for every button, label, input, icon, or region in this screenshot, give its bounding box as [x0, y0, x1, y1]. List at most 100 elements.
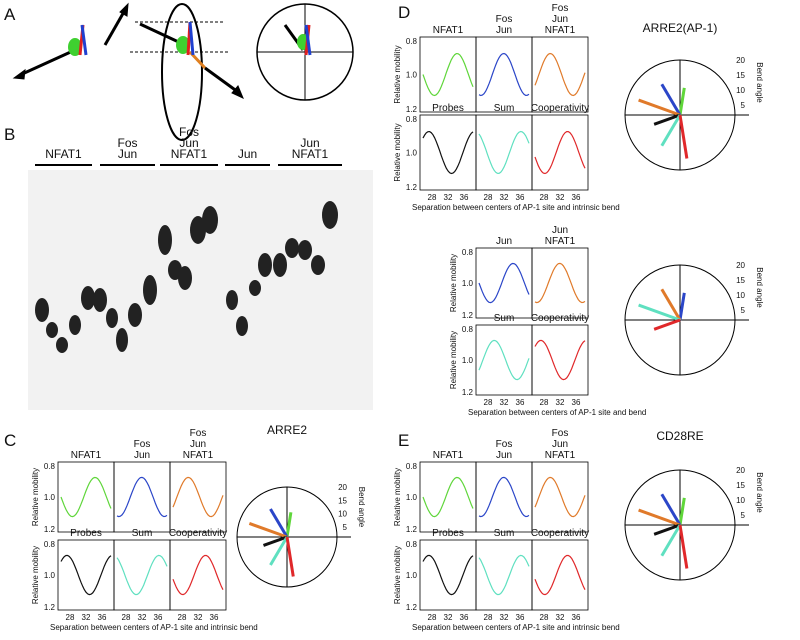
bend-axis-label: Bend angle [357, 487, 366, 528]
phase-arrow [678, 524, 689, 569]
fit-curve [534, 476, 586, 518]
x-tick-label: 28 [540, 398, 549, 407]
plot-frame [419, 461, 477, 533]
y-tick-label: 0.8 [406, 115, 418, 124]
phase-arrow [653, 523, 681, 536]
plot-title: Cooperativity [169, 528, 227, 539]
fit-curve [422, 130, 474, 175]
plot-frame [531, 36, 589, 113]
phase-arrow [285, 536, 295, 577]
x-tick-label: 32 [194, 613, 203, 622]
fit-curve [534, 339, 586, 381]
phase-arrow [285, 512, 293, 538]
y-tick-label: 0.8 [406, 37, 418, 46]
fit-curve [60, 476, 112, 518]
y-tick-label: 0.8 [462, 248, 474, 257]
phase-arrow [638, 508, 681, 527]
y-tick-label: 0.8 [406, 462, 418, 471]
x-axis-label: Separation between centers of AP-1 site … [50, 623, 258, 632]
bend-tick-label: 20 [736, 261, 745, 270]
bend-tick-label: 5 [343, 523, 348, 532]
x-tick-label: 32 [82, 613, 91, 622]
y-tick-label: 1.2 [406, 603, 418, 612]
y-axis-label: Relative mobility [31, 468, 40, 526]
bend-tick-label: 5 [741, 511, 746, 520]
lane-label: NFAT1 [171, 147, 208, 161]
x-tick-label: 28 [122, 613, 131, 622]
phase-arrow [660, 288, 682, 321]
fit-curve [478, 52, 530, 97]
x-tick-label: 28 [178, 613, 187, 622]
y-axis-label: Relative mobility [393, 123, 402, 181]
x-tick-label: 32 [138, 613, 147, 622]
x-tick-label: 36 [460, 193, 469, 202]
phase-arrow [638, 98, 681, 117]
panel-label: D [398, 3, 410, 22]
plot-title: Jun [496, 236, 512, 247]
plot-title: Fos [552, 3, 569, 14]
plot-title: Jun [552, 14, 568, 25]
y-axis-label: Relative mobility [393, 468, 402, 526]
y-tick-label: 1.2 [462, 311, 474, 320]
phase-arrow [269, 536, 289, 566]
bend-tick-label: 15 [736, 71, 745, 80]
plot-frame [169, 539, 227, 611]
x-tick-label: 28 [428, 613, 437, 622]
y-tick-label: 1.0 [406, 571, 418, 580]
fit-curve [60, 554, 112, 596]
x-axis-label: Separation between centers of AP-1 site … [412, 203, 620, 212]
plot-title: Jun [552, 225, 568, 236]
plot-title: Sum [494, 313, 515, 324]
y-tick-label: 1.2 [406, 105, 418, 114]
plot-title: NFAT1 [433, 450, 464, 461]
panel-a-diagram [12, 2, 354, 141]
plot-title: Fos [496, 14, 513, 25]
plot-title: Jun [134, 450, 150, 461]
x-tick-label: 28 [540, 613, 549, 622]
y-tick-label: 1.0 [462, 279, 474, 288]
bend-tick-label: 10 [736, 86, 745, 95]
x-tick-label: 36 [516, 193, 525, 202]
bend-tick-label: 20 [338, 483, 347, 492]
bend-tick-label: 10 [736, 291, 745, 300]
plot-title: Cooperativity [531, 528, 589, 539]
x-tick-label: 28 [484, 613, 493, 622]
x-tick-label: 32 [556, 193, 565, 202]
phase-arrow [660, 83, 682, 116]
fit-curve [422, 554, 474, 596]
lane-label: Jun [238, 147, 257, 161]
y-axis-label: Relative mobility [449, 331, 458, 389]
x-tick-label: 28 [428, 193, 437, 202]
phase-arrow [638, 303, 681, 322]
lane-label: Jun [300, 136, 319, 150]
x-tick-label: 36 [98, 613, 107, 622]
x-axis-label: Separation between centers of AP-1 site … [412, 623, 620, 632]
bend-axis-label: Bend angle [755, 267, 764, 308]
bend-tick-label: 10 [736, 496, 745, 505]
bend-tick-label: 15 [736, 276, 745, 285]
y-tick-label: 0.8 [44, 462, 56, 471]
x-tick-label: 28 [484, 398, 493, 407]
x-tick-label: 36 [154, 613, 163, 622]
plot-title: NFAT1 [545, 25, 576, 36]
fit-curve [478, 339, 530, 381]
x-tick-label: 36 [210, 613, 219, 622]
panel-label: C [4, 431, 16, 450]
plot-title: Cooperativity [531, 103, 589, 114]
phase-arrow [660, 493, 682, 526]
fit-curve [534, 131, 586, 175]
y-tick-label: 1.0 [406, 149, 418, 158]
plot-title: Jun [496, 450, 512, 461]
plot-frame [531, 461, 589, 533]
plot-frame [419, 114, 477, 191]
panel-title: CD28RE [656, 429, 703, 443]
y-axis-label: Relative mobility [31, 546, 40, 604]
plot-frame [531, 539, 589, 611]
plot-title: NFAT1 [545, 236, 576, 247]
lane-label: Jun [118, 147, 137, 161]
lane-label: Fos [117, 136, 137, 150]
plot-frame [57, 461, 115, 533]
plot-frame [475, 539, 533, 611]
phase-arrow [678, 292, 686, 321]
